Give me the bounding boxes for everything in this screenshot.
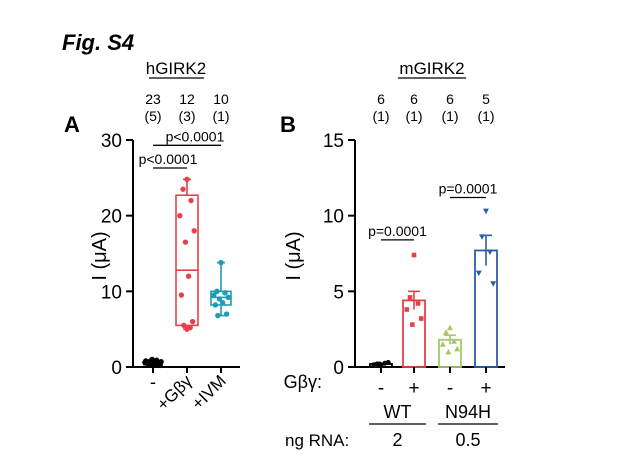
panel-b-y-axis-label: I (μA): [283, 231, 305, 280]
panel-b-data-point: [371, 362, 377, 368]
panel-b-gbg-label: +: [480, 378, 491, 399]
panel-b-y-tick-label: 0: [333, 358, 344, 379]
panel-b-n-frogs: (1): [441, 108, 458, 124]
panel-a-x-tick-label: +Gβγ: [153, 371, 196, 414]
panel-a-data-point: [216, 296, 223, 302]
panel-b-n-cells: 6: [446, 91, 454, 107]
panel-b-title: mGIRK2: [399, 59, 464, 78]
panel-a-y-tick-label: 0: [111, 358, 122, 379]
panel-b-n-frogs: (1): [405, 108, 422, 124]
panel-b-data-point: [439, 341, 446, 347]
panel-a-plot: 0102030-23(5)+Gβγ12(3)+IVM10(1)p<0.0001p…: [101, 91, 240, 414]
panel-b-data-point: [443, 329, 449, 335]
panel-a-box: [175, 194, 199, 327]
panel-b-gbg-label: -: [447, 378, 453, 399]
panel-a-data-point: [214, 288, 220, 295]
rna-row-label: ng RNA:: [285, 431, 349, 450]
panel-a-n-cells: 23: [145, 91, 161, 107]
panel-a-title: hGIRK2: [146, 59, 206, 78]
panel-b-bar: [474, 249, 498, 368]
panel-b-data-point: [451, 338, 457, 344]
panel-a-n-cells: 12: [179, 91, 195, 107]
panel-b-data-point: [490, 281, 497, 287]
panel-a-data-point: [180, 186, 186, 192]
panel-a-x-tick-label: -: [150, 372, 156, 392]
panel-b-data-point: [475, 270, 482, 277]
panel-a-data-point: [188, 197, 194, 204]
panel-b-y-tick-label: 15: [323, 131, 344, 152]
panel-a-data-point: [184, 326, 190, 332]
panel-a-data-point: [191, 228, 197, 234]
panel-a-data-point: [182, 239, 189, 245]
panel-a-n-frogs: (3): [178, 108, 195, 124]
panel-a-y-tick-label: 10: [101, 282, 122, 303]
panel-b-plot: 051015-6(1)+6(1)-6(1)+5(1)WT2N94H0.5p=0.…: [323, 91, 505, 450]
panel-a-data-point: [189, 318, 196, 325]
panel-b-y-tick-label: 10: [323, 207, 344, 228]
panel-b-significance-label: p=0.0001: [439, 181, 498, 197]
panel-b-y-tick-label: 5: [333, 282, 344, 303]
panel-a-data-point: [225, 294, 231, 301]
panel-a-y-axis-label: I (μA): [89, 231, 111, 280]
panel-a-data-point: [218, 259, 224, 266]
panel-a-data-point: [178, 292, 185, 298]
panel-a-letter: A: [64, 112, 80, 137]
panel-b-data-point: [418, 316, 424, 321]
panel-a-significance-label: p<0.0001: [166, 128, 225, 144]
panel-b-letter: B: [280, 112, 296, 137]
panel-b-n-cells: 6: [377, 91, 385, 107]
panel-a-data-point: [181, 322, 187, 329]
panel-a-n-cells: 10: [213, 91, 229, 107]
panel-b-data-point: [415, 301, 421, 306]
panel-b-data-point: [483, 208, 489, 215]
gbg-row-label: Gβγ:: [284, 372, 322, 392]
panel-b-data-point: [404, 307, 410, 312]
panel-a-significance-label: p<0.0001: [139, 151, 198, 167]
panel-b-data-point: [376, 361, 382, 367]
panel-b-n-frogs: (1): [477, 108, 494, 124]
panel-b-data-point: [411, 252, 417, 258]
panel-b-rna-value: 0.5: [455, 430, 480, 450]
panel-a-data-point: [184, 176, 190, 183]
panel-b-n-cells: 6: [410, 91, 418, 107]
panel-a-data-point: [212, 302, 219, 308]
panel-b-data-point: [487, 249, 493, 255]
panel-a-data-point: [145, 359, 152, 366]
panel-a-data-point: [154, 362, 161, 368]
panel-b-group-label: N94H: [445, 402, 491, 422]
panel-b-data-point: [447, 324, 453, 331]
panel-b-rna-value: 2: [392, 430, 402, 450]
panel-a-data-point: [223, 311, 230, 317]
panel-a-x-tick-label: +IVM: [188, 371, 230, 413]
panel-a-y-tick-label: 20: [101, 207, 122, 228]
panel-b-data-point: [454, 345, 461, 352]
panel-b-group-label: WT: [384, 402, 412, 422]
panel-a-data-point: [215, 312, 221, 319]
panel-b-data-point: [407, 295, 413, 300]
panel-b-significance-label: p=0.0001: [368, 223, 427, 239]
panel-a-data-point: [177, 212, 183, 219]
panel-b-n-frogs: (1): [372, 108, 389, 124]
panel-b-data-point: [479, 234, 485, 240]
panel-a-n-frogs: (5): [144, 108, 161, 124]
panel-a-data-point: [222, 290, 228, 296]
panel-a-data-point: [219, 299, 226, 306]
panel-a-y-tick-label: 30: [101, 131, 122, 152]
panel-b-data-point: [445, 348, 452, 355]
panel-b-n-cells: 5: [482, 91, 490, 107]
panel-b-gbg-label: -: [378, 378, 384, 399]
panel-a-n-frogs: (1): [212, 108, 229, 124]
figure-label: Fig. S4: [62, 30, 134, 55]
panel-a-data-point: [185, 273, 192, 279]
panel-a-data-point: [211, 292, 217, 298]
panel-b-data-point: [410, 322, 415, 327]
panel-b-gbg-label: +: [408, 378, 419, 399]
panel-a-data-point: [150, 359, 156, 365]
panel-b-data-point: [385, 359, 391, 365]
